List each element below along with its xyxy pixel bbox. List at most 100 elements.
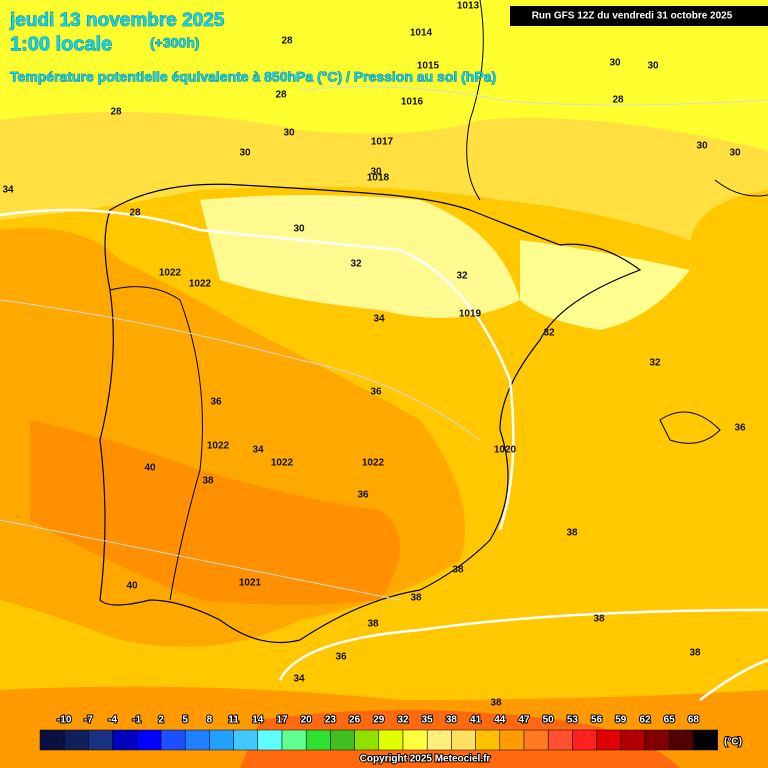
map-label: 36 xyxy=(357,490,369,501)
legend-tick-label: 62 xyxy=(639,715,651,726)
legend-tick-label: 38 xyxy=(446,715,458,726)
legend-swatch xyxy=(184,729,210,751)
map-label: 40 xyxy=(126,581,138,592)
legend-swatch xyxy=(63,729,89,751)
legend-swatch xyxy=(305,729,331,751)
legend-swatch xyxy=(88,729,113,751)
map-label: 1017 xyxy=(371,137,394,148)
legend-tick-label: 8 xyxy=(207,715,213,726)
map-label: 28 xyxy=(612,95,624,106)
legend-tick-label: 11 xyxy=(228,715,239,726)
legend-tick-label: 2 xyxy=(158,715,164,726)
legend-tick-label: 23 xyxy=(325,715,337,726)
map-label: 34 xyxy=(2,185,14,196)
isotherms xyxy=(0,86,768,601)
light-zone xyxy=(200,195,520,318)
map-label: 38 xyxy=(410,593,422,604)
map-label: 38 xyxy=(566,528,578,539)
legend-swatch xyxy=(209,729,234,751)
legend-tick-label: 20 xyxy=(301,715,313,726)
map-label: 1020 xyxy=(494,445,517,456)
map-label: 32 xyxy=(649,358,661,369)
map-label: 36 xyxy=(335,652,347,663)
legend-swatch xyxy=(668,729,694,751)
legend-tick-label: 14 xyxy=(252,715,264,726)
legend-swatch xyxy=(523,729,549,751)
legend-swatch xyxy=(330,729,355,751)
map-label: 30 xyxy=(729,148,741,159)
legend-swatch xyxy=(354,729,380,751)
legend-swatch xyxy=(160,729,186,751)
map-label: 40 xyxy=(144,463,156,474)
legend-tick-label: -10 xyxy=(57,715,72,726)
map-label: 34 xyxy=(293,674,305,685)
map-label: 38 xyxy=(367,619,379,630)
map-label: 30 xyxy=(609,58,621,69)
legend-tick-label: 68 xyxy=(688,715,700,726)
map-label: 30 xyxy=(293,224,305,235)
legend-swatch xyxy=(281,729,307,751)
legend-swatch xyxy=(233,729,259,751)
legend-tick-label: 26 xyxy=(349,715,361,726)
map-label: 30 xyxy=(283,128,295,139)
legend-swatch xyxy=(693,729,718,751)
map-label: 30 xyxy=(696,141,708,152)
map-label: 1014 xyxy=(410,28,433,39)
map-label: 34 xyxy=(252,445,264,456)
legend-swatch xyxy=(136,729,162,751)
map-label: 28 xyxy=(129,208,141,219)
map-label: 1019 xyxy=(459,309,482,320)
map-labels: 1013 1014 28 1015 30 30 28 1016 28 28 30 1017 30 30 30… xyxy=(2,1,746,709)
deep-orange-zone xyxy=(30,420,400,605)
legend-tick-label: 29 xyxy=(373,715,385,726)
map-label: 38 xyxy=(452,565,464,576)
map-label: 28 xyxy=(281,36,293,47)
date: jeudi 13 novembre 2025 xyxy=(9,10,225,31)
borders xyxy=(109,0,768,601)
legend-tick-label: 35 xyxy=(422,715,434,726)
time: 1:00 locale xyxy=(10,33,112,55)
yellow-band xyxy=(0,112,768,240)
legend-swatch xyxy=(572,729,597,751)
map-label: 36 xyxy=(734,423,746,434)
map-label: 36 xyxy=(210,397,222,408)
map-label: 38 xyxy=(202,476,214,487)
legend-swatch xyxy=(475,729,501,751)
legend-unit: (°C) xyxy=(724,737,742,748)
map-label: 38 xyxy=(593,614,605,625)
map-label: 32 xyxy=(350,259,362,270)
legend-swatch xyxy=(402,729,428,751)
legend-tick-label: 50 xyxy=(543,715,555,726)
legend-tick-label: -4 xyxy=(108,715,117,726)
legend-tick-label: -1 xyxy=(132,715,141,726)
map-label: 1015 xyxy=(417,61,440,72)
isobars xyxy=(0,208,768,702)
map-label: 30 xyxy=(647,61,659,72)
map-label: 1022 xyxy=(207,441,230,452)
legend-swatch xyxy=(257,729,283,751)
map-label: 28 xyxy=(275,90,287,101)
legend: -10 -7 -4 -1 2 5 8 11 14 17 20 23 26 29 32 35 38 41 44 47 50… xyxy=(39,714,718,751)
subtitle: Température potentielle équivalente à 85… xyxy=(10,69,496,85)
legend-tick-label: 56 xyxy=(591,715,603,726)
map-label: 1022 xyxy=(362,458,385,469)
map-label: 36 xyxy=(370,387,382,398)
map-label: 38 xyxy=(689,648,701,659)
map-label: 30 xyxy=(370,167,382,178)
legend-swatch xyxy=(596,729,622,751)
map-label: 1018 xyxy=(367,173,390,184)
map-label: 1022 xyxy=(159,268,182,279)
map-label: 32 xyxy=(456,271,468,282)
legend-tick-label: 5 xyxy=(182,715,188,726)
copyright: Copyright 2025 Meteociel.fr xyxy=(360,754,491,765)
legend-tick-label: 65 xyxy=(664,715,676,726)
legend-swatch xyxy=(378,729,404,751)
legend-swatch xyxy=(620,729,646,751)
run-box xyxy=(510,6,768,26)
lead: (+300h) xyxy=(150,35,199,51)
map-label: 1022 xyxy=(189,279,212,290)
legend-swatch xyxy=(426,729,452,751)
legend-tick-label: 41 xyxy=(470,715,482,726)
legend-tick-label: 59 xyxy=(615,715,627,726)
